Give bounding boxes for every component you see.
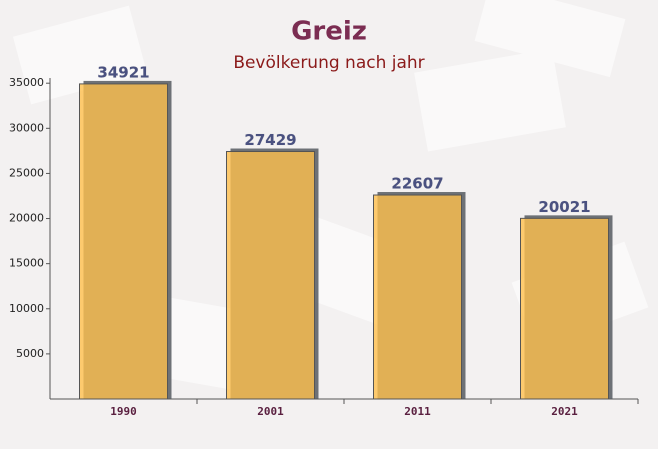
y-tick-label: 35000 (9, 76, 44, 89)
y-tick-label: 15000 (9, 257, 44, 270)
value-label: 22607 (391, 175, 443, 193)
x-tick-label: 2001 (257, 405, 284, 418)
x-tick-label: 1990 (110, 405, 137, 418)
chart-subtitle: Bevölkerung nach jahr (233, 53, 424, 73)
x-tick-label: 2021 (551, 405, 578, 418)
value-label: 20021 (538, 198, 590, 216)
y-tick-label: 10000 (9, 302, 44, 315)
chart-title: Greiz (291, 17, 367, 47)
value-label: 27429 (244, 131, 296, 149)
y-tick-label: 5000 (16, 347, 44, 360)
y-tick-label: 30000 (9, 121, 44, 134)
y-tick-label: 25000 (9, 166, 44, 179)
bar (373, 194, 462, 400)
bar (226, 151, 315, 400)
background-pattern (12, 0, 649, 390)
x-tick-label: 2011 (404, 405, 431, 418)
y-tick-label: 20000 (9, 212, 44, 225)
bar (520, 217, 609, 400)
bar (79, 83, 168, 400)
value-label: 34921 (97, 63, 149, 81)
